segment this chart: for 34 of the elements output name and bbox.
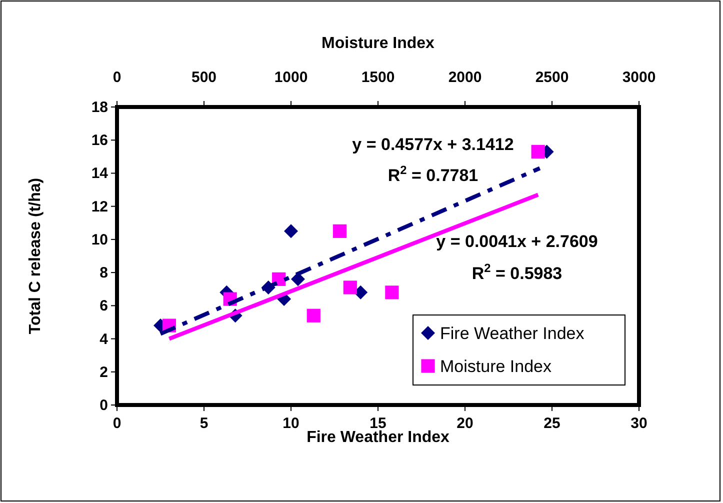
y-tick-label: 4: [100, 330, 109, 348]
x-tick-label: 20: [456, 415, 474, 432]
x2-tick-label: 2500: [535, 69, 569, 86]
annotation: R$^{2}$ = 0.5983: [472, 261, 562, 283]
x-axis-title: Fire Weather Index: [306, 429, 450, 446]
x2-tick-label: 1500: [361, 69, 395, 86]
y-tick-label: 6: [100, 298, 108, 315]
y-tick-label: 2: [100, 364, 108, 381]
legend-label: Moisture Index: [440, 357, 552, 376]
y-axis-title: Total C release (t/ha): [27, 178, 44, 334]
point: [284, 224, 298, 238]
x2-tick-label: 3000: [622, 69, 656, 86]
x2-tick-label: 500: [191, 69, 217, 86]
y-tick-label: 0: [100, 397, 108, 414]
point: [290, 272, 305, 286]
y-tick-label: 10: [91, 231, 108, 248]
x-tick-label: 25: [544, 415, 560, 432]
annotation: y = 0.4577x + 3.1412: [352, 135, 514, 154]
x-tick-label: 5: [200, 415, 208, 432]
x-tick-label: 10: [282, 415, 300, 432]
annotation: y = 0.0041x + 2.7609: [436, 232, 598, 251]
x2-tick-label: 2000: [448, 69, 482, 86]
y-tick-label: 18: [91, 99, 108, 116]
x-tick-label: 30: [630, 415, 648, 432]
y-tick-label: 14: [91, 165, 109, 182]
y-tick-label: 8: [100, 264, 108, 282]
annotation: R$^{2}$ = 0.7781: [388, 163, 478, 185]
y-tick-label: 12: [91, 198, 108, 216]
y-tick-label: 16: [91, 132, 108, 150]
x-tick-label: 0: [112, 415, 122, 432]
x2-tick-label: 1000: [274, 69, 308, 86]
legend-label: Fire Weather Index: [440, 324, 585, 343]
x2-axis-title: Moisture Index: [322, 35, 435, 52]
x2-tick-label: 0: [112, 69, 122, 86]
